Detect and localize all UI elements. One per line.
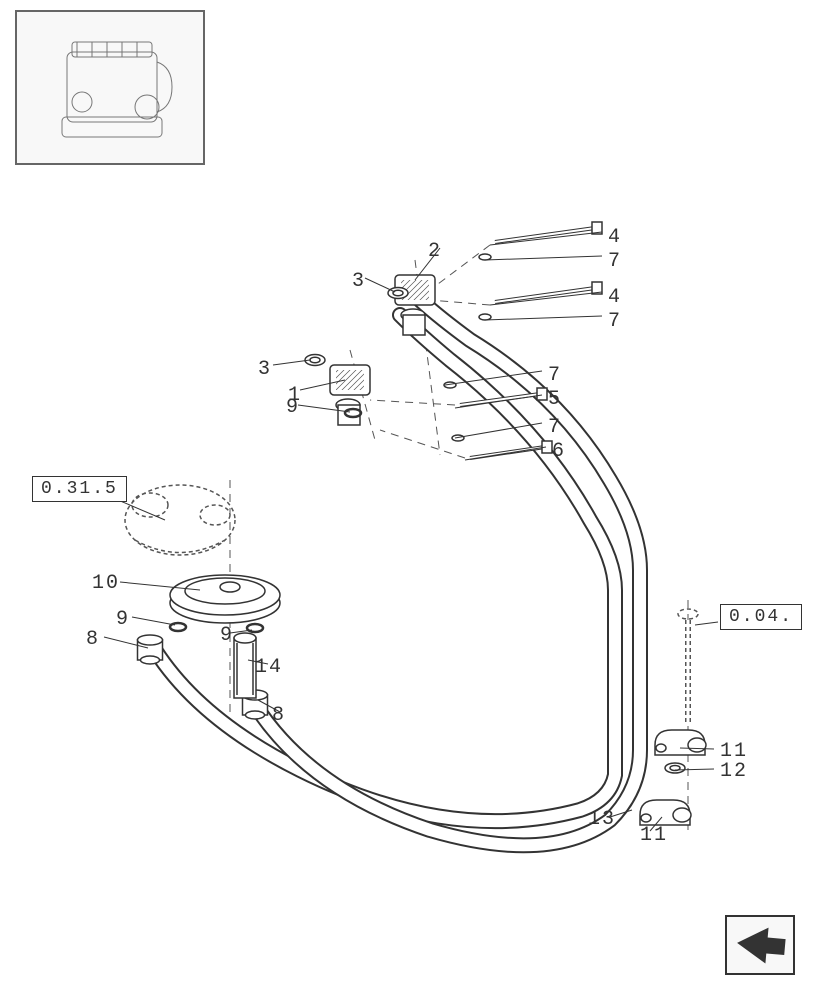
ref-box: 0.31.5 xyxy=(32,476,127,502)
diagram-container: 12334456777788999101111121314 0.31.50.04… xyxy=(0,0,820,1000)
callout-13: 13 xyxy=(588,808,616,831)
callout-7c: 7 xyxy=(548,364,562,387)
callout-2: 2 xyxy=(428,240,442,263)
callout-3: 3 xyxy=(352,270,366,293)
callout-14: 14 xyxy=(255,656,283,679)
hoses xyxy=(155,300,640,845)
callout-7d: 7 xyxy=(548,416,562,439)
nav-arrow-button[interactable] xyxy=(725,915,795,975)
callout-4: 4 xyxy=(608,226,622,249)
callout-7b: 7 xyxy=(608,310,622,333)
callout-9b: 9 xyxy=(286,396,300,419)
callout-9: 9 xyxy=(116,608,130,631)
callout-11b: 11 xyxy=(640,824,668,847)
callout-9c: 9 xyxy=(220,624,234,647)
callout-8b: 8 xyxy=(272,704,286,727)
callout-8: 8 xyxy=(86,628,100,651)
callout-10: 10 xyxy=(92,572,120,595)
callout-5: 5 xyxy=(548,388,562,411)
callout-3b: 3 xyxy=(258,358,272,381)
callout-7: 7 xyxy=(608,250,622,273)
callout-4b: 4 xyxy=(608,286,622,309)
ref-box: 0.04. xyxy=(720,604,802,630)
callout-12: 12 xyxy=(720,760,748,783)
callout-6: 6 xyxy=(552,440,566,463)
